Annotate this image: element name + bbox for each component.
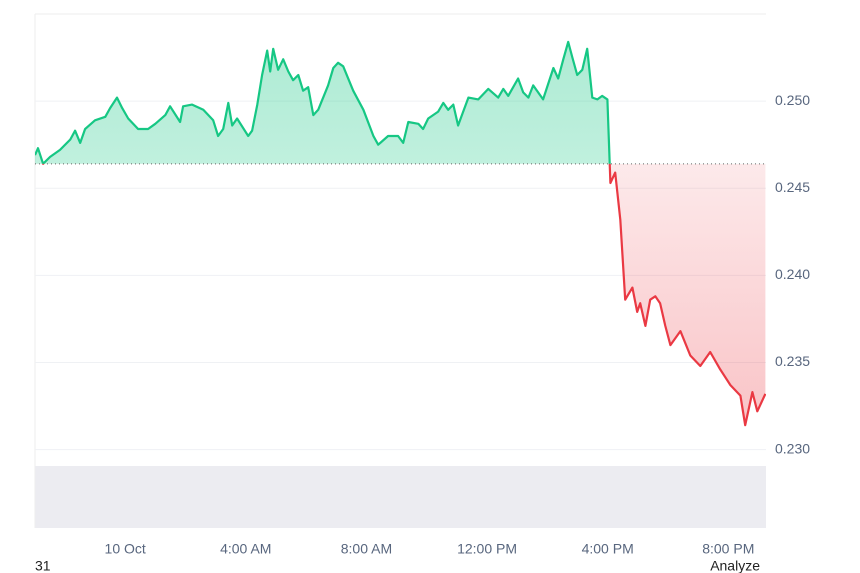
x-tick-label: 12:00 PM <box>457 541 517 557</box>
y-tick-label: 0.245 <box>775 179 810 195</box>
x-tick-label: 8:00 AM <box>341 541 392 557</box>
price-line-down <box>41 163 766 427</box>
area-up <box>35 41 766 164</box>
y-tick-label: 0.230 <box>775 440 810 456</box>
y-tick-label: 0.235 <box>775 353 810 369</box>
y-tick-label: 0.250 <box>775 92 810 108</box>
x-tick-label: 8:00 PM <box>702 541 754 557</box>
x-tick-label: 4:00 PM <box>582 541 634 557</box>
price-line-up <box>35 40 611 164</box>
x-tick-label: 10 Oct <box>105 541 146 557</box>
y-tick-label: 0.240 <box>775 266 810 282</box>
volume-band <box>35 466 766 528</box>
x-tick-label: 4:00 AM <box>220 541 271 557</box>
area-down <box>609 163 766 426</box>
footer-right[interactable]: Analyze <box>710 558 760 573</box>
footer-left: 31 <box>35 558 51 573</box>
